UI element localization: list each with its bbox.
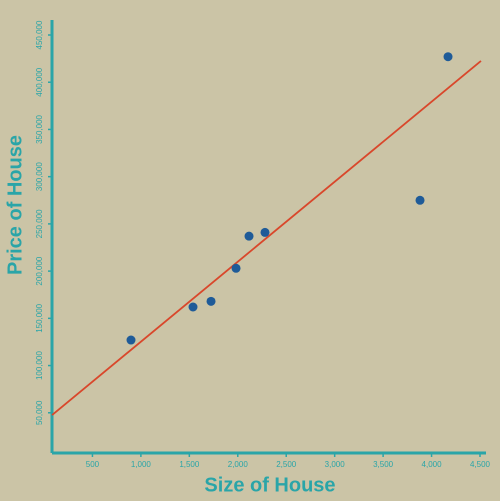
point bbox=[231, 263, 241, 273]
x-tick-label: 2,000 bbox=[228, 460, 249, 469]
point bbox=[415, 195, 425, 205]
x-tick-label: 2,500 bbox=[276, 460, 297, 469]
x-tick-label: 1,500 bbox=[179, 460, 200, 469]
x-tick-label: 3,000 bbox=[325, 460, 346, 469]
y-axis-title: Price of House bbox=[4, 135, 26, 275]
y-tick-label: 400,000 bbox=[35, 67, 44, 96]
y-tick-label: 450,000 bbox=[35, 20, 44, 49]
y-tick-label: 50,000 bbox=[35, 400, 44, 425]
y-tick-label: 200,000 bbox=[35, 256, 44, 285]
y-tick-label: 300,000 bbox=[35, 162, 44, 191]
y-tick-label: 350,000 bbox=[35, 114, 44, 143]
point bbox=[260, 227, 270, 237]
x-tick-label: 4,000 bbox=[422, 460, 443, 469]
point bbox=[126, 335, 136, 345]
y-tick-label: 150,000 bbox=[35, 303, 44, 332]
trend-line bbox=[51, 60, 482, 416]
y-tick-label: 250,000 bbox=[35, 209, 44, 238]
point bbox=[206, 296, 216, 306]
point bbox=[188, 302, 198, 312]
point bbox=[244, 231, 254, 241]
x-tick-label: 1,000 bbox=[131, 460, 152, 469]
x-tick-label: 3,500 bbox=[373, 460, 394, 469]
x-tick-label: 4,500 bbox=[470, 460, 491, 469]
x-axis-title: Size of House bbox=[204, 474, 335, 496]
x-tick-label: 500 bbox=[86, 460, 100, 469]
point bbox=[443, 52, 453, 62]
y-tick-label: 100,000 bbox=[35, 351, 44, 380]
